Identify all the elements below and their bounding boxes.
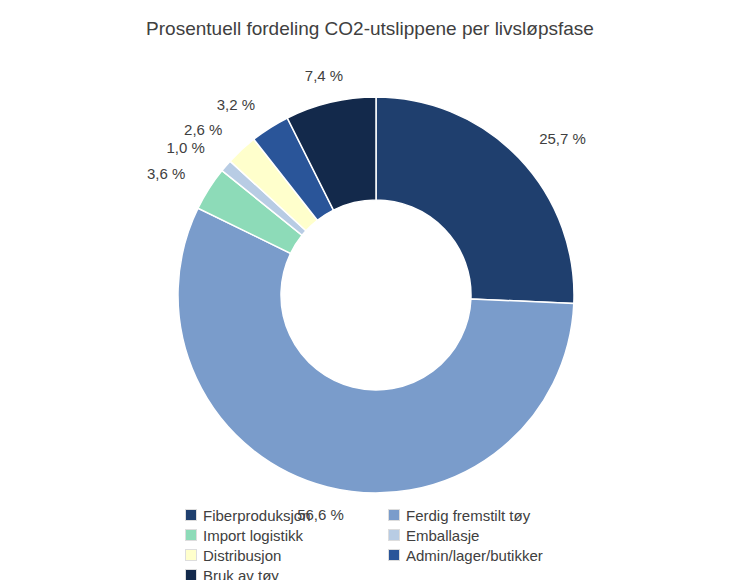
html-text:Fiberproduksjon: Fiberproduksjon <box>203 506 311 524</box>
svg-text:56,6 %: 56,6 % <box>297 505 344 523</box>
html-text:Ferdig fremstilt tøy: Ferdig fremstilt tøy <box>406 506 531 524</box>
svg-text:3,2 %: 3,2 % <box>217 96 255 113</box>
html-text:Distribusjon: Distribusjon <box>203 546 282 564</box>
svg-text:2,6 %: 2,6 % <box>184 121 222 138</box>
html-text:Bruk av tøy: Bruk av tøy <box>203 566 279 584</box>
html-text:Import logistikk: Import logistikk <box>203 526 303 544</box>
svg-text:25,7 %: 25,7 % <box>539 130 586 147</box>
svg-text:1,0 %: 1,0 % <box>166 139 204 156</box>
html-text:Prosentuell fordeling CO2-utsl: Prosentuell fordeling CO2-utslippene per… <box>146 18 594 39</box>
html-text:Emballasje: Emballasje <box>406 526 480 544</box>
svg-text:3,6 %: 3,6 % <box>147 165 185 182</box>
svg-text:7,4 %: 7,4 % <box>305 67 343 84</box>
html-text:Admin/lager/butikker: Admin/lager/butikker <box>406 546 543 564</box>
